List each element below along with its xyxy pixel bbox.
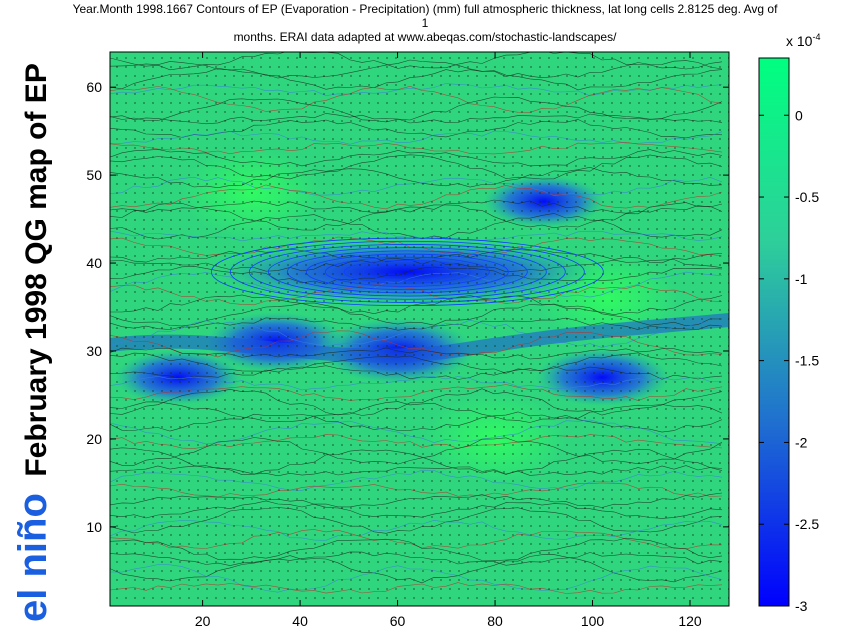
contour-line [110, 507, 723, 534]
y-tick-label: 60 [86, 79, 102, 95]
contour-line [110, 465, 723, 477]
colorbar [758, 57, 790, 607]
chart-title-line-2: 1 [421, 16, 429, 30]
contour-line [110, 419, 723, 445]
contour-line [229, 240, 585, 303]
contour-line [110, 184, 723, 210]
contour-line [110, 230, 723, 242]
contour-line [210, 237, 604, 307]
contour-line [110, 149, 723, 167]
plot-frame [109, 51, 730, 607]
contour-line [110, 401, 723, 423]
y-tick-label: 40 [86, 255, 102, 271]
contour-line [110, 258, 723, 273]
contour-line [110, 500, 723, 519]
contour-line [110, 154, 723, 180]
contour-line [110, 469, 723, 491]
contour-line [110, 411, 723, 433]
contour-line [110, 248, 723, 264]
side-label-month: February 1998 QG map of EP [20, 63, 53, 476]
contour-line [110, 213, 723, 240]
x-tick-label: 60 [390, 613, 406, 629]
contour-line [110, 330, 723, 358]
low-ep-region [114, 350, 242, 405]
contour-line [110, 317, 723, 331]
x-tick-label: 120 [678, 613, 702, 629]
contour-line [110, 554, 723, 584]
contour-line [110, 141, 723, 155]
contour-line [110, 83, 723, 97]
colorbar-tick-label: -0.5 [795, 189, 819, 205]
colorbar-exponent: x 10-4 [786, 32, 820, 49]
low-ep-region [535, 348, 669, 407]
contour-line [110, 537, 723, 562]
colorbar-tick-label: -3 [795, 598, 808, 614]
contour-line [343, 260, 471, 284]
contour-line [110, 434, 723, 449]
contour-line [110, 564, 723, 593]
contour-line [267, 247, 547, 297]
contour-lines [110, 52, 723, 594]
x-tick-label: 80 [487, 613, 503, 629]
colorbar-tick-label: 0 [795, 107, 803, 123]
contour-line [248, 244, 566, 300]
heatmap-field [110, 147, 729, 484]
y-axis: 10 20 30 40 50 60 [86, 79, 729, 535]
y-tick-label: 20 [86, 431, 102, 447]
y-tick-label: 10 [86, 519, 102, 535]
svg-text:el niño February 1998 QG m: el niño February 1998 QG map of EP [11, 63, 55, 622]
contour-line [110, 67, 723, 91]
contour-line [324, 256, 490, 287]
contour-line [110, 551, 723, 566]
contour-line [110, 113, 723, 125]
contour-line [110, 319, 723, 348]
low-ep-region [483, 175, 604, 228]
side-label: el niño February 1998 QG map of EP [11, 63, 55, 622]
contour-line [110, 302, 723, 327]
contour-line [110, 202, 723, 231]
contour-line [110, 388, 723, 416]
contour-line [110, 447, 723, 476]
contour-line [110, 85, 723, 113]
contour-line [110, 582, 723, 594]
contour-line [110, 166, 723, 189]
colorbar-tick-label: -1.5 [795, 353, 819, 369]
colorbar-ticks: 0 -0.5 -1 -1.5 -2 -2.5 -3 [759, 107, 819, 614]
side-label-el-nino: el niño [11, 493, 55, 622]
contour-line [110, 492, 723, 508]
contour-line [362, 263, 452, 281]
contour-line [110, 199, 723, 214]
contour-line [110, 529, 723, 550]
contour-line [110, 176, 723, 196]
contour-line [110, 294, 723, 316]
contour-line [110, 96, 723, 123]
contour-line [110, 376, 723, 391]
contour-line [305, 253, 509, 291]
contour-line [110, 365, 723, 380]
contour-line [110, 482, 723, 498]
contour-line [110, 52, 723, 71]
contour-line [110, 130, 723, 145]
contour-line [286, 250, 528, 294]
colorbar-tick-label: -1 [795, 271, 808, 287]
colorbar-tick-label: -2 [795, 434, 808, 450]
chart-title-line-1: Year.Month 1998.1667 Contours of EP (Eva… [72, 2, 778, 16]
x-tick-label: 100 [581, 613, 605, 629]
x-axis: 20 40 60 80 100 120 [195, 52, 702, 629]
contour-line [110, 437, 723, 466]
y-tick-label: 50 [86, 167, 102, 183]
y-tick-label: 30 [86, 343, 102, 359]
x-tick-label: 20 [195, 613, 211, 629]
chart-title-line-3: months. ERAI data adapted at www.abeqas.… [233, 30, 617, 44]
contour-line [110, 119, 723, 139]
x-tick-label: 40 [292, 613, 308, 629]
contour-line [110, 384, 723, 401]
wind-vectors [116, 57, 729, 599]
contour-line [110, 347, 723, 360]
colorbar-tick-label: -2.5 [795, 516, 819, 532]
